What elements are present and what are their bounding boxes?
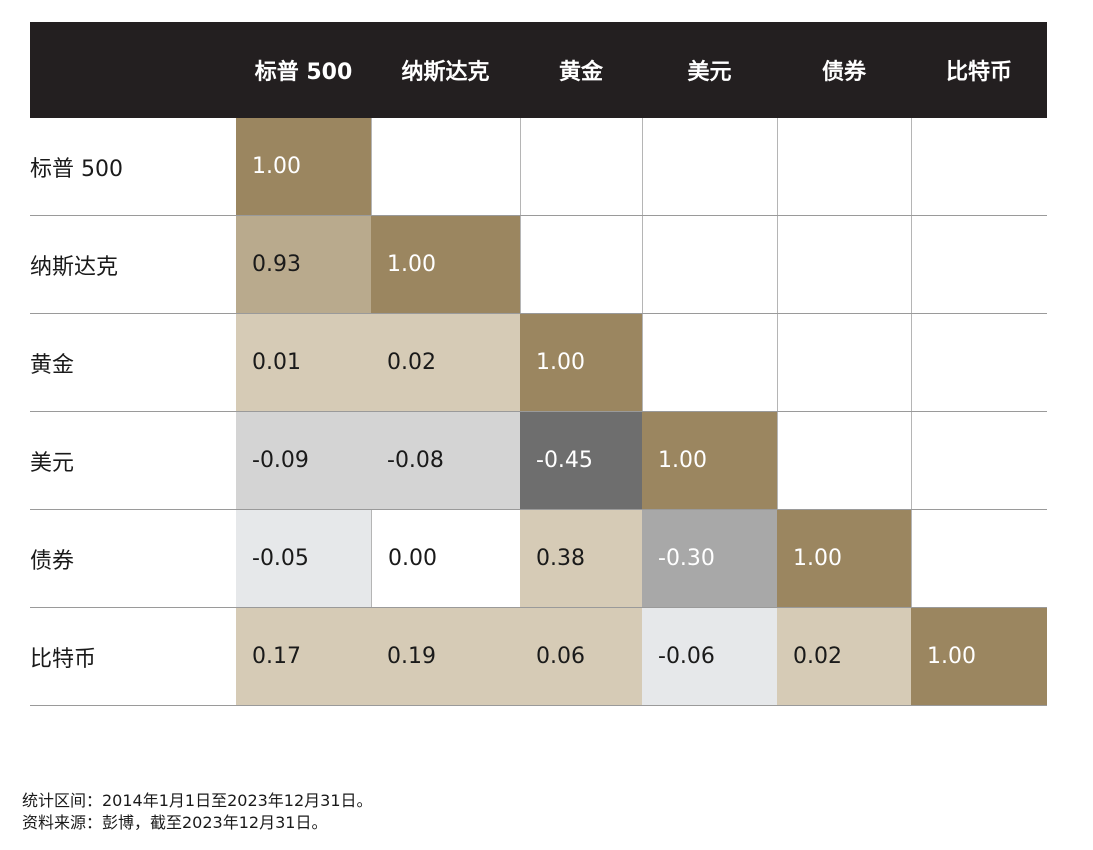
correlation-cell: 1.00 — [642, 412, 777, 509]
column-header: 债券 — [821, 60, 866, 85]
correlation-cell: -0.30 — [642, 510, 777, 607]
matrix-row: 标普 500 1.00 — [30, 118, 1047, 216]
period-note: 统计区间：2014年1月1日至2023年12月31日。 — [22, 791, 373, 810]
correlation-cell: 1.00 — [520, 314, 642, 411]
empty-cell — [642, 314, 777, 411]
correlation-cell: 0.38 — [520, 510, 642, 607]
matrix-row: 比特币 0.17 0.19 0.06 -0.06 0.02 1.00 — [30, 608, 1047, 706]
correlation-cell: 0.00 — [371, 510, 520, 607]
empty-cell — [642, 216, 777, 313]
matrix-row: 黄金 0.01 0.02 1.00 — [30, 314, 1047, 412]
row-label: 美元 — [30, 450, 75, 476]
column-header: 比特币 — [945, 60, 1012, 85]
matrix-header: 标普 500 纳斯达克 黄金 美元 债券 比特币 — [30, 22, 1047, 118]
row-label: 债券 — [30, 548, 75, 574]
empty-cell — [777, 314, 911, 411]
correlation-cell: -0.45 — [520, 412, 642, 509]
row-label: 黄金 — [30, 352, 75, 378]
empty-cell — [911, 216, 1047, 313]
empty-cell — [642, 118, 777, 215]
correlation-cell: -0.08 — [371, 412, 520, 509]
empty-cell — [777, 412, 911, 509]
empty-cell — [777, 118, 911, 215]
row-label: 比特币 — [30, 646, 97, 672]
correlation-cell: 0.02 — [777, 608, 911, 705]
empty-cell — [911, 314, 1047, 411]
empty-cell — [520, 118, 642, 215]
column-header: 黄金 — [558, 60, 603, 85]
correlation-cell: -0.09 — [236, 412, 371, 509]
correlation-cell: 1.00 — [371, 216, 520, 313]
matrix-row: 债券 -0.05 0.00 0.38 -0.30 1.00 — [30, 510, 1047, 608]
correlation-cell: 0.01 — [236, 314, 371, 411]
correlation-cell: 0.19 — [371, 608, 520, 705]
correlation-cell: -0.06 — [642, 608, 777, 705]
column-header: 标普 500 — [254, 60, 353, 85]
correlation-cell: 1.00 — [236, 118, 371, 215]
empty-cell — [911, 118, 1047, 215]
empty-cell — [520, 216, 642, 313]
empty-cell — [777, 216, 911, 313]
matrix-row: 美元 -0.09 -0.08 -0.45 1.00 — [30, 412, 1047, 510]
row-label: 纳斯达克 — [30, 254, 119, 280]
empty-cell — [911, 510, 1047, 607]
correlation-cell: 1.00 — [777, 510, 911, 607]
correlation-cell: -0.05 — [236, 510, 371, 607]
empty-cell — [371, 118, 520, 215]
correlation-cell: 0.02 — [371, 314, 520, 411]
correlation-cell: 0.06 — [520, 608, 642, 705]
correlation-cell: 0.17 — [236, 608, 371, 705]
column-header: 美元 — [687, 60, 732, 85]
matrix-row: 纳斯达克 0.93 1.00 — [30, 216, 1047, 314]
footnotes: 统计区间：2014年1月1日至2023年12月31日。 资料来源：彭博，截至20… — [22, 790, 373, 834]
column-header: 纳斯达克 — [401, 60, 490, 85]
correlation-cell: 1.00 — [911, 608, 1047, 705]
correlation-cell: 0.93 — [236, 216, 371, 313]
row-label: 标普 500 — [30, 156, 123, 182]
source-note: 资料来源：彭博，截至2023年12月31日。 — [22, 813, 328, 832]
empty-cell — [911, 412, 1047, 509]
